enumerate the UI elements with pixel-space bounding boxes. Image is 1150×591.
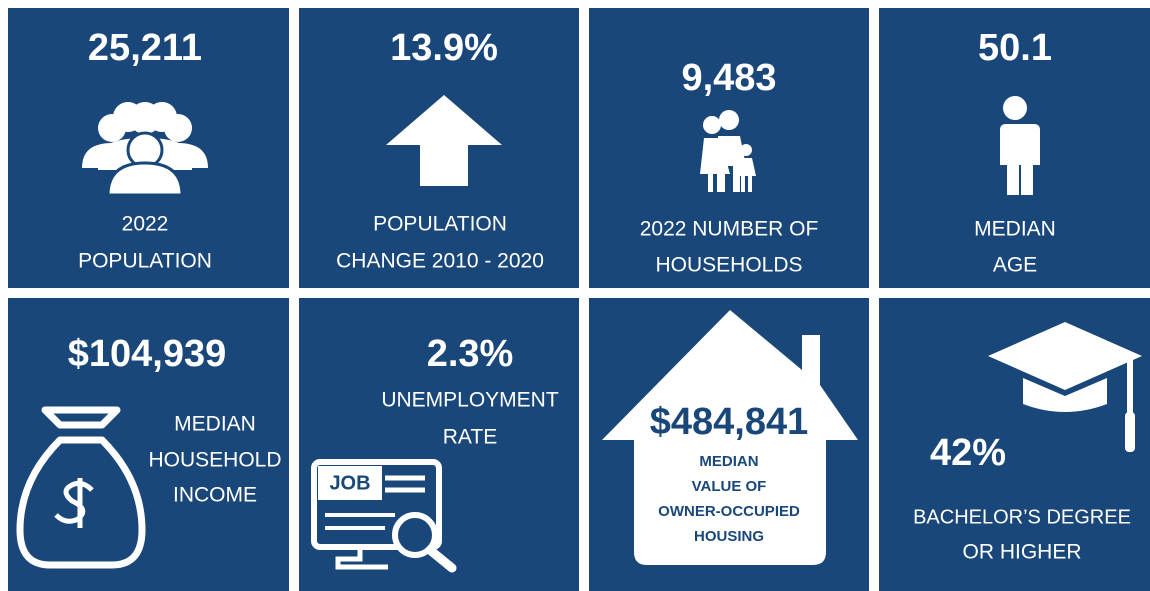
graduation-cap-icon (988, 322, 1142, 452)
stat-value: 25,211 (88, 27, 202, 69)
stat-label: INCOME (173, 484, 257, 507)
job-text: JOB (329, 472, 370, 494)
stat-label: MEDIAN (174, 413, 256, 436)
stat-value: 13.9% (390, 27, 498, 69)
stat-label: POPULATION (78, 250, 212, 273)
money-bag-icon (16, 406, 146, 569)
stat-value: 50.1 (978, 27, 1052, 69)
people-icon (82, 102, 208, 197)
stat-value: 9,483 (681, 57, 776, 99)
stat-label: MEDIAN (974, 218, 1056, 241)
house-icon (602, 310, 858, 565)
stat-value: $104,939 (68, 333, 227, 375)
stat-label: OWNER-OCCUPIED (658, 503, 800, 520)
stat-label: HOUSEHOLDS (655, 254, 802, 277)
job-icon: JOB (311, 459, 457, 573)
family-icon (700, 110, 756, 192)
stat-label: HOUSING (694, 528, 764, 545)
stat-value: 42% (930, 432, 1006, 474)
stat-value: 2.3% (427, 333, 514, 375)
stat-label: MEDIAN (699, 453, 758, 470)
stat-label: POPULATION (373, 213, 507, 236)
stat-value: $484,841 (650, 401, 809, 443)
stat-label: OR HIGHER (962, 541, 1081, 564)
stat-label: VALUE OF (692, 478, 767, 495)
arrow-up-icon (386, 95, 502, 186)
stat-label: RATE (443, 426, 497, 449)
stat-label: CHANGE 2010 - 2020 (336, 250, 544, 273)
stat-label: BACHELOR’S DEGREE (913, 506, 1131, 528)
stat-label: UNEMPLOYMENT (381, 389, 559, 412)
person-icon (996, 96, 1040, 195)
stat-label: HOUSEHOLD (148, 449, 281, 472)
stat-label: 2022 (122, 213, 169, 236)
stat-label: 2022 NUMBER OF (640, 218, 819, 241)
stat-label: AGE (993, 254, 1037, 277)
